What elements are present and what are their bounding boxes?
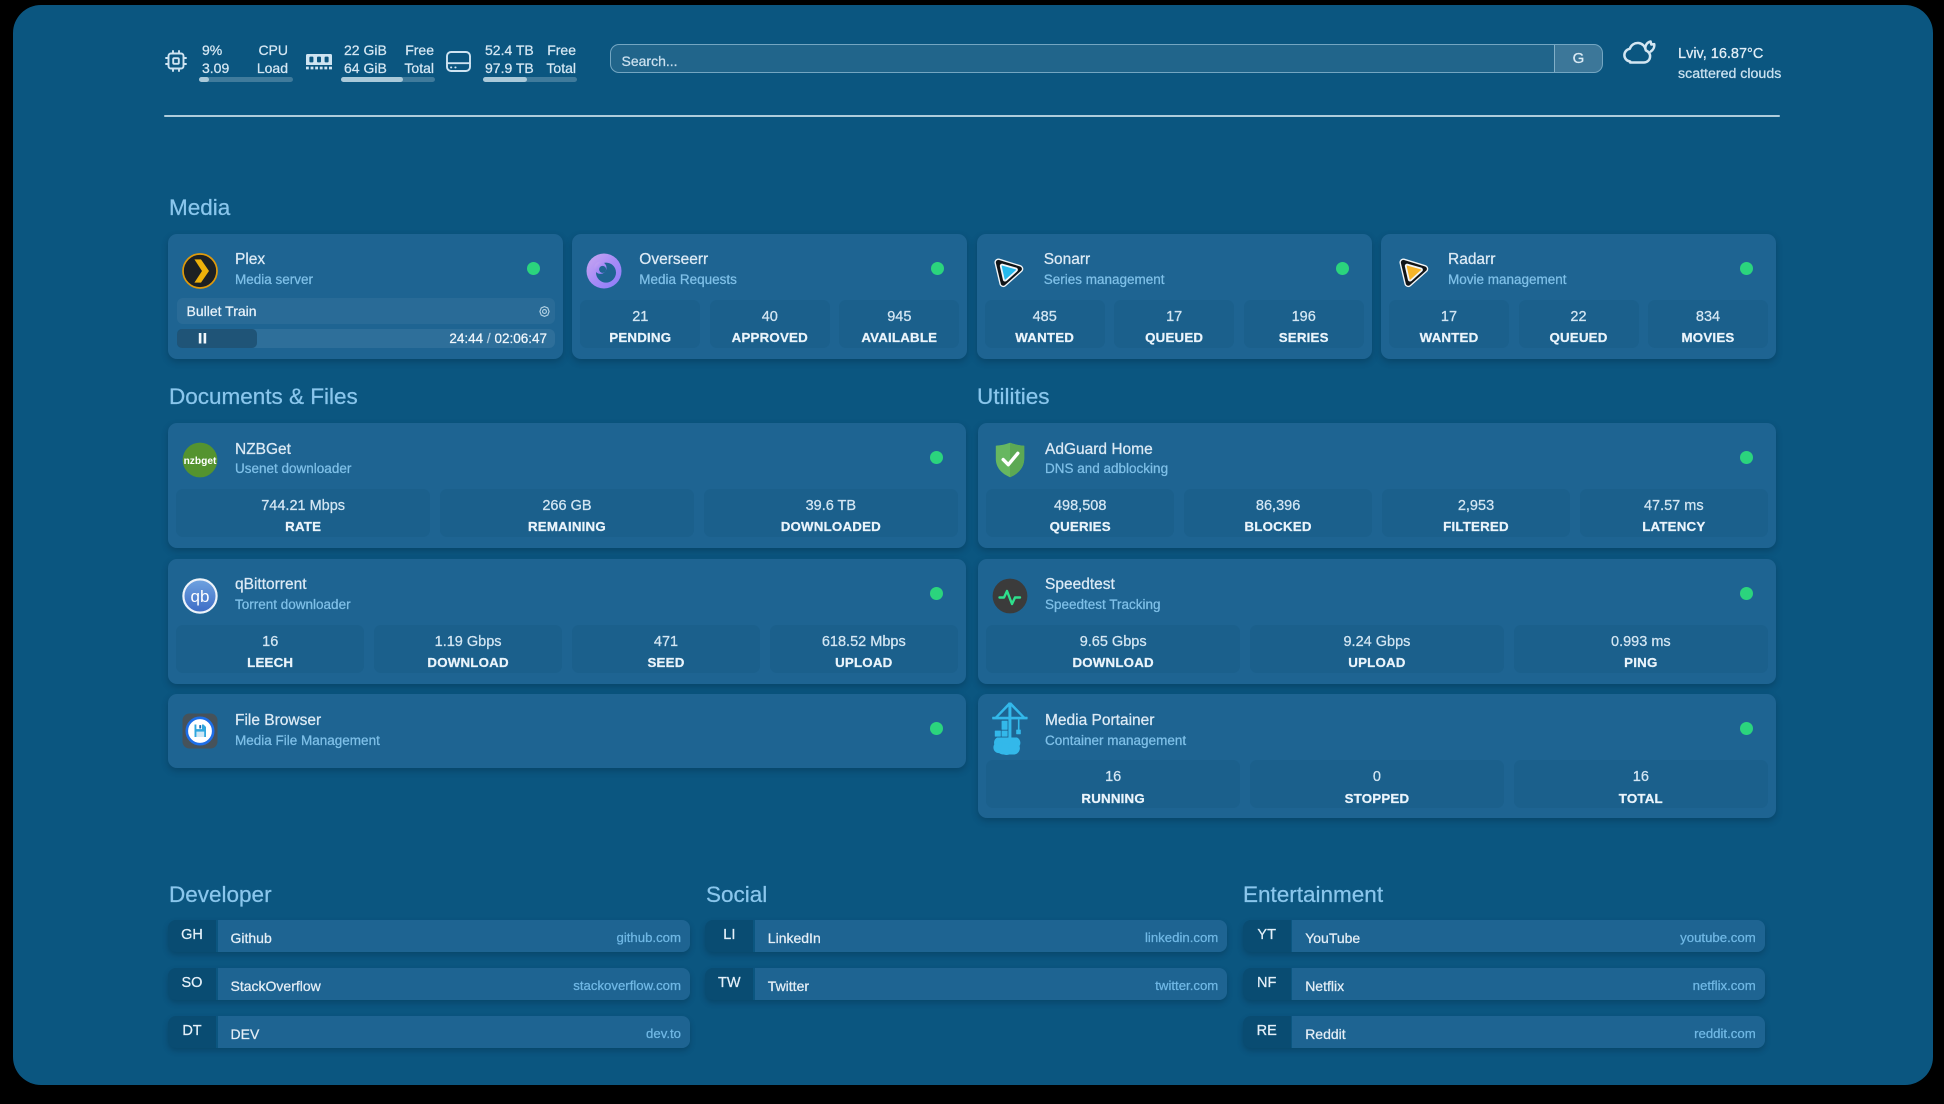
svg-text:nzbget: nzbget [183,455,216,466]
svg-text:qb: qb [190,587,209,606]
